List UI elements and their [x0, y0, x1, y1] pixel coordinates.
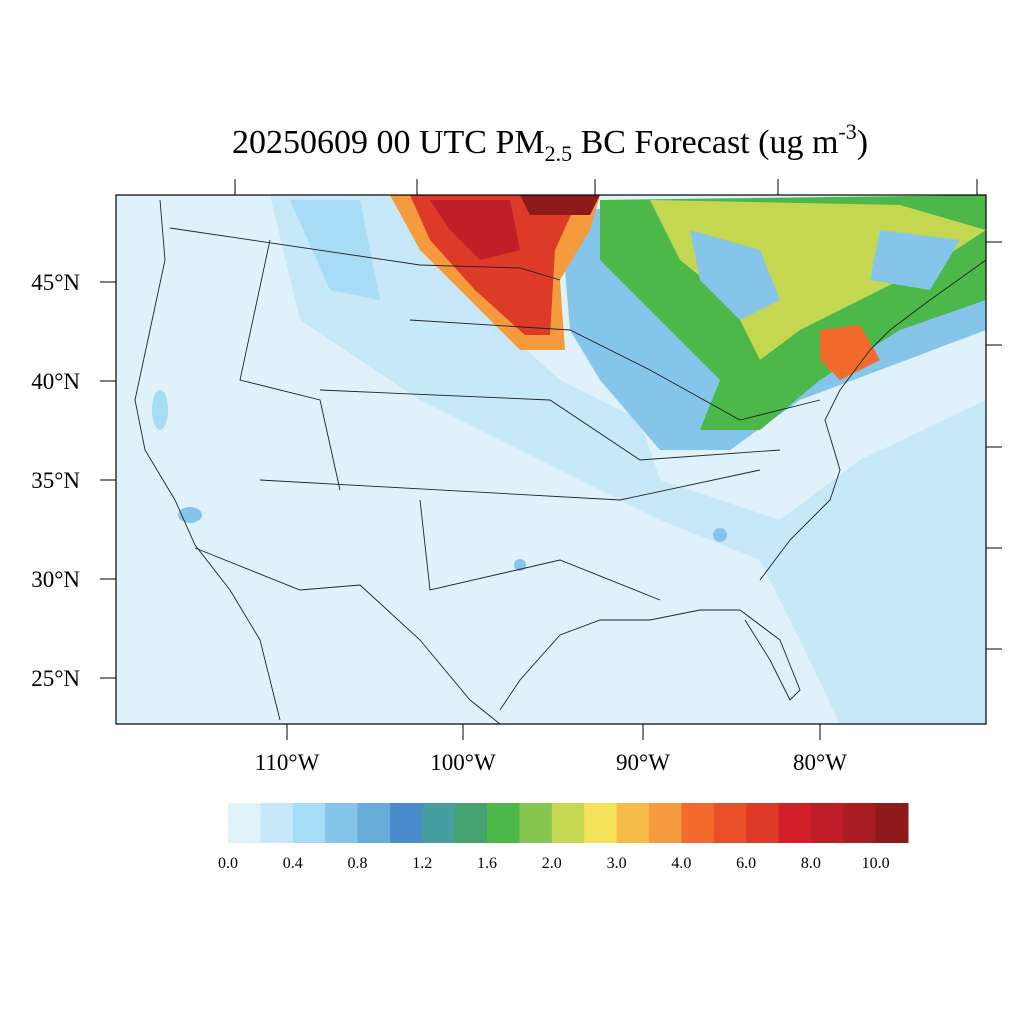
title: 20250609 00 UTC PM2.5 BC Forecast (ug m-…	[232, 119, 868, 166]
colorbar-label: 1.2	[412, 855, 432, 872]
colorbar-box	[292, 803, 326, 843]
colorbar-box	[325, 803, 359, 843]
colorbar-box	[454, 803, 488, 843]
colorbar-box	[810, 803, 844, 843]
map-field	[116, 195, 986, 724]
colorbar-box	[778, 803, 812, 843]
colorbar-box	[487, 803, 520, 843]
colorbar-box	[422, 803, 456, 843]
colorbar-box	[875, 803, 909, 843]
map-frame	[115, 194, 987, 725]
title-sup: -3	[838, 119, 856, 144]
lon-label: 110°W	[255, 750, 320, 775]
title-sub: 2.5	[545, 141, 573, 166]
colorbar-label: 6.0	[736, 855, 756, 872]
lat-label: 25°N	[31, 666, 80, 691]
colorbar-label: 0.0	[218, 855, 238, 872]
axis-labels: 45°N 40°N 35°N 30°N 25°N 110°W 100°W 90°W 80°W	[31, 270, 847, 775]
lon-label: 90°W	[616, 750, 670, 775]
lon-label: 100°W	[430, 750, 496, 775]
colorbar-box	[519, 803, 553, 843]
colorbar-box	[260, 803, 294, 843]
lon-label: 80°W	[793, 750, 847, 775]
title-rest: BC Forecast (ug m	[572, 124, 838, 161]
colorbar-box	[648, 803, 682, 843]
map-ticks	[100, 179, 1002, 740]
coastlines	[134, 199, 987, 725]
colorbar-box	[746, 803, 779, 843]
colorbar-label: 1.6	[477, 855, 497, 872]
colorbar-label: 0.8	[348, 855, 368, 872]
colorbar-label: 4.0	[671, 855, 691, 872]
colorbar-box	[228, 803, 261, 843]
colorbar-box	[616, 803, 650, 843]
colorbar-label: 3.0	[607, 855, 627, 872]
title-main: 20250609 00 UTC PM	[232, 124, 545, 161]
lat-label: 45°N	[31, 270, 80, 295]
colorbar: 0.0 0.4 0.8 1.2 1.6 2.0 3.0 4.0 6.0 8.0 10.0	[218, 803, 909, 872]
colorbar-box	[357, 803, 391, 843]
colorbar-label: 8.0	[801, 855, 821, 872]
colorbar-label: 10.0	[862, 855, 890, 872]
colorbar-box	[681, 803, 715, 843]
colorbar-box	[843, 803, 877, 843]
colorbar-label: 2.0	[542, 855, 562, 872]
colorbar-box	[551, 803, 585, 843]
colorbar-label: 0.4	[283, 855, 303, 872]
title-close: )	[857, 124, 868, 161]
lat-label: 35°N	[31, 468, 80, 493]
lat-label: 30°N	[31, 567, 80, 592]
colorbar-box	[584, 803, 618, 843]
lat-label: 40°N	[31, 369, 80, 394]
colorbar-box	[713, 803, 747, 843]
colorbar-box	[389, 803, 423, 843]
